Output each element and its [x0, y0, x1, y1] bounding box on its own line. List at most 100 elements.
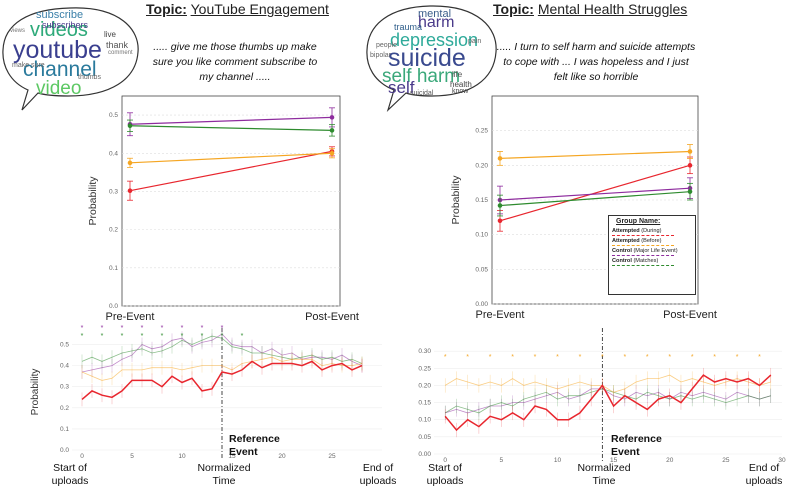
y-tick-label: 0.2 [109, 227, 118, 234]
data-point [687, 189, 693, 194]
data-point [497, 203, 503, 208]
significance-marker: * [221, 333, 224, 340]
plot-frame [121, 95, 341, 307]
left-topic-title: Topic: YouTube Engagement [146, 1, 329, 17]
legend-item: Control (Major Life Event) [612, 248, 692, 256]
y-tick-label: 0.1 [60, 426, 69, 433]
series-line [499, 164, 691, 222]
wc-word: know [452, 88, 469, 95]
significance-marker: * [141, 333, 144, 340]
y-tick-label: 0.00 [418, 451, 431, 458]
y-tick-label: 0.3 [109, 188, 118, 195]
left-topic-label: Topic: [146, 1, 187, 17]
x-tick-label: Pre-Event [476, 309, 525, 320]
series-line [81, 356, 363, 381]
right-quote: ..... I turn to self harm and suicide at… [496, 41, 696, 83]
legend-label-bold: Control [612, 248, 632, 254]
significance-marker: * [221, 325, 224, 332]
bl-normalized-label: Normalized Time [197, 462, 251, 487]
data-point [497, 218, 503, 224]
series-line [129, 152, 333, 164]
data-point [127, 188, 133, 193]
y-tick-label: 0.20 [475, 162, 488, 169]
significance-marker: * [81, 333, 84, 340]
chart-top-right: 0.00 0.05 0.10 0.15 0.20 0.25 Pre-Event Post-Ev… [450, 95, 717, 320]
x-tick-label: 10 [178, 453, 186, 460]
wc-word: thumbs [78, 74, 101, 81]
right-wordcloud-words: mental harm trauma depression suicide se… [368, 6, 496, 98]
y-tick-label: 0.25 [418, 365, 431, 372]
y-tick-label: 0.5 [109, 112, 118, 119]
bl-end-label: End of uploads [359, 462, 397, 487]
data-point [687, 163, 693, 168]
y-tick-label: 0.4 [60, 363, 69, 370]
x-tick-label: 25 [328, 453, 336, 460]
wc-word: harm [418, 14, 455, 31]
y-tick-label: 0.4 [109, 150, 118, 157]
y-tick-label: 0.05 [418, 434, 431, 441]
br-reference-label: Reference Event [611, 433, 662, 458]
wc-word: video [36, 78, 82, 99]
left-wordcloud [2, 7, 139, 111]
left-quote: ..... give me those thumbs up make sure … [152, 41, 318, 83]
x-tick-label: 25 [722, 457, 730, 462]
series-line [129, 150, 333, 192]
wc-word: trauma [394, 22, 423, 32]
x-tick-label: 5 [500, 457, 504, 462]
wc-word: self harm [382, 66, 461, 87]
significance-marker: * [241, 333, 244, 340]
data-point [329, 128, 335, 133]
y-tick-label: 0.3 [60, 384, 69, 391]
wc-word: make sure [12, 62, 45, 69]
data-point [127, 123, 133, 129]
significance-marker: * [579, 354, 582, 361]
wc-word: health [450, 80, 472, 89]
significance-marker: * [101, 325, 104, 332]
wc-word: people [376, 42, 398, 49]
y-tick-label: 0.0 [109, 303, 118, 310]
legend-title: Group Name: [616, 218, 661, 225]
legend-label-rest: (Before) [639, 238, 662, 244]
y-axis-label: Probability [30, 369, 41, 416]
significance-marker: * [141, 325, 144, 332]
significance-marker: * [691, 354, 694, 361]
significance-marker: * [623, 354, 626, 361]
legend-item: Attempted (Before) [612, 238, 692, 246]
y-tick-label: 0.15 [418, 400, 431, 407]
right-topic-title: Topic: Mental Health Struggles [493, 1, 687, 17]
data-point [687, 149, 693, 154]
wc-word: pain [468, 38, 482, 45]
significance-marker: * [758, 354, 761, 361]
y-tick-label: 0.20 [418, 382, 431, 389]
legend-swatch [612, 255, 674, 256]
bl-reference-label: Reference Event [229, 433, 280, 458]
series-line [129, 125, 333, 131]
x-tick-label: Post-Event [663, 309, 717, 320]
legend-label-bold: Attempted [612, 228, 640, 234]
significance-marker: * [668, 354, 671, 361]
wc-word: bipolar [370, 52, 392, 59]
significance-marker: * [121, 325, 124, 332]
legend-swatch [612, 235, 674, 236]
significance-marker: * [161, 333, 164, 340]
series-line [81, 333, 363, 373]
y-tick-label: 0.25 [475, 128, 488, 135]
series-line [499, 191, 691, 207]
x-tick-label: 30 [778, 457, 786, 462]
wc-word: live [104, 30, 117, 39]
significance-marker: * [601, 354, 604, 361]
right-wordcloud [366, 5, 497, 112]
legend-swatch [612, 265, 674, 266]
y-tick-label: 0.15 [475, 197, 488, 204]
significance-marker: * [181, 325, 184, 332]
wc-word: suicide [388, 44, 466, 72]
series-line [499, 187, 691, 201]
y-tick-label: 0.0 [60, 447, 69, 454]
wc-word: self [388, 78, 415, 97]
left-wordcloud-words: subscribe videos subscribers youtube cha… [8, 10, 136, 100]
br-normalized-label: Normalized Time [577, 462, 631, 487]
x-tick-label: 10 [554, 457, 562, 462]
wc-word: mental [418, 8, 452, 20]
bl-start-label: Start of uploads [51, 462, 89, 487]
y-tick-label: 0.1 [109, 265, 118, 272]
